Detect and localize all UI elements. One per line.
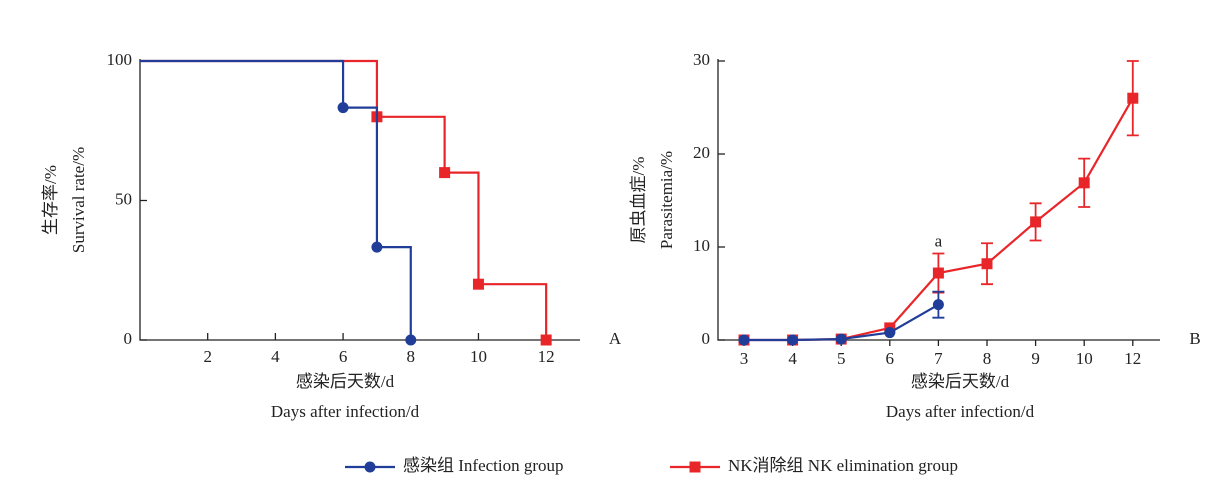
y-tick-label: 50 xyxy=(115,189,132,208)
marker xyxy=(472,278,484,290)
x-tick-label: 4 xyxy=(788,349,797,368)
x-axis-label: 感染后天数/d xyxy=(296,372,395,391)
axis xyxy=(139,59,580,341)
marker xyxy=(835,333,847,345)
y-tick-label: 100 xyxy=(107,50,133,69)
x-tick-label: 3 xyxy=(740,349,749,368)
x-tick-label: 10 xyxy=(1076,349,1093,368)
marker xyxy=(932,267,944,279)
marker xyxy=(787,334,799,346)
x-tick-label: 7 xyxy=(934,349,943,368)
x-tick-label: 12 xyxy=(1124,349,1141,368)
x-tick-label: 5 xyxy=(837,349,846,368)
x-tick-label: 8 xyxy=(407,347,416,366)
y-axis-label: Parasitemia/% xyxy=(657,151,676,249)
marker xyxy=(738,334,750,346)
marker xyxy=(884,327,896,339)
x-tick-label: 8 xyxy=(983,349,992,368)
y-tick-label: 30 xyxy=(693,50,710,69)
marker xyxy=(1030,216,1042,228)
marker xyxy=(337,102,349,114)
x-tick-label: 12 xyxy=(538,347,555,366)
marker xyxy=(981,258,993,270)
y-tick-label: 10 xyxy=(693,236,710,255)
annotation: a xyxy=(935,231,943,250)
marker xyxy=(364,461,376,473)
legend-label: NK消除组 NK elimination group xyxy=(728,456,958,475)
x-tick-label: 9 xyxy=(1031,349,1040,368)
marker xyxy=(1127,92,1139,104)
marker xyxy=(689,461,701,473)
x-tick-label: 4 xyxy=(271,347,280,366)
y-axis-label: 原虫血症/% xyxy=(629,157,648,244)
x-axis-label: Days after infection/d xyxy=(271,402,420,421)
y-tick-label: 0 xyxy=(702,329,711,348)
panel-label: A xyxy=(609,329,622,348)
marker xyxy=(371,241,383,253)
panel-label: B xyxy=(1189,329,1200,348)
legend-label: 感染组 Infection group xyxy=(403,456,564,475)
x-tick-label: 6 xyxy=(886,349,895,368)
x-tick-label: 2 xyxy=(203,347,212,366)
marker xyxy=(405,334,417,346)
y-axis-label: 生存率/% xyxy=(41,165,60,235)
marker xyxy=(540,334,552,346)
y-axis-label: Survival rate/% xyxy=(69,147,88,253)
x-axis-label: Days after infection/d xyxy=(886,402,1035,421)
x-tick-label: 10 xyxy=(470,347,487,366)
step-line xyxy=(140,59,412,340)
y-tick-label: 0 xyxy=(124,329,133,348)
marker xyxy=(1078,177,1090,189)
x-tick-label: 6 xyxy=(339,347,348,366)
x-axis-label: 感染后天数/d xyxy=(911,372,1010,391)
marker xyxy=(932,299,944,311)
y-tick-label: 20 xyxy=(693,143,710,162)
marker xyxy=(439,167,451,179)
